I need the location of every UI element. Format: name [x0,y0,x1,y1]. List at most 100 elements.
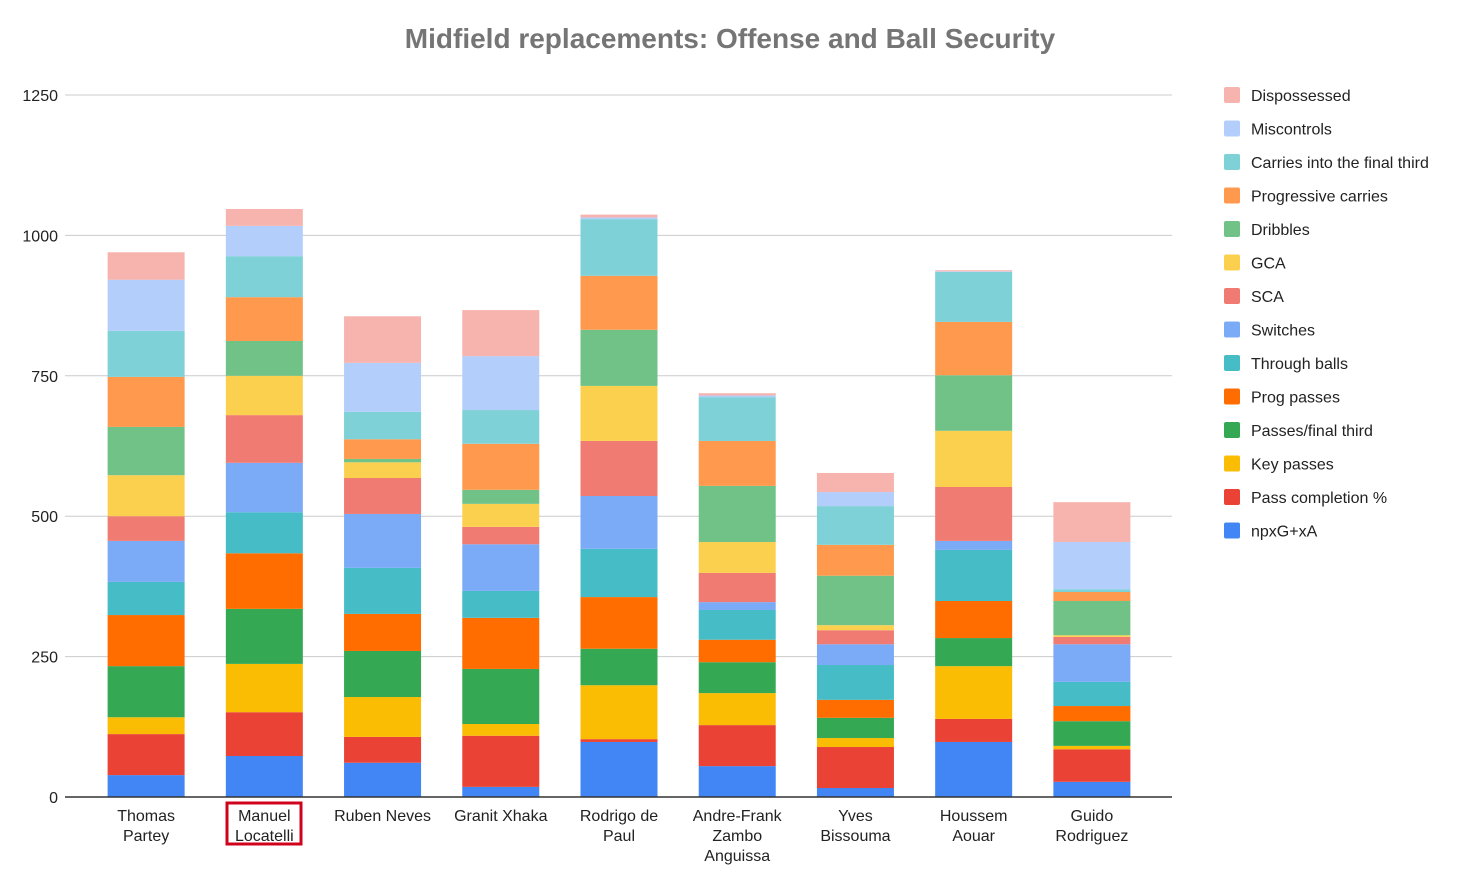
bar-segment [225,375,303,416]
bar-segment [462,443,540,490]
bar-segment [462,786,540,797]
bar-segment [462,590,540,618]
bar-segment [462,668,540,724]
legend-swatch [1224,120,1240,137]
bar-segment [1053,592,1131,602]
bar-segment [462,735,540,787]
bar-segment [698,393,776,396]
x-tick-label: Ruben Neves [334,808,431,825]
legend-label: Dispossessed [1251,88,1351,105]
bar-segment [580,685,658,740]
bar-segment [1053,681,1131,707]
bar-segment [107,252,185,280]
legend-label: Switches [1251,323,1315,340]
bar-segment [816,575,894,626]
legend-swatch [1224,154,1240,170]
bar-segment [816,544,894,576]
bar-segment [225,340,303,376]
y-tick-label: 1000 [22,228,58,245]
y-tick-label: 0 [49,790,58,807]
bar-segment [580,548,658,598]
bar-segment [225,663,303,713]
bar-segment [344,458,422,463]
y-tick-label: 250 [31,650,58,667]
legend-swatch [1224,187,1240,204]
bar-segment [816,625,894,631]
bar-segment [935,375,1013,431]
bar-segment [225,256,303,298]
bar-segment [935,270,1013,272]
bar-segment [580,440,658,496]
bar-segment [107,540,185,582]
bar-segment [580,217,658,220]
legend-label: Through balls [1251,356,1348,373]
bar-segment [1053,636,1131,645]
bar-segment [462,544,540,591]
bar-segment [816,738,894,748]
bar-segment [225,209,303,226]
bar-segment [344,316,422,363]
legend-swatch [1224,321,1240,338]
bar-segment [816,747,894,789]
bar-segment [107,734,185,776]
legend-label: Pass completion % [1251,490,1387,507]
bar-segment [225,553,303,609]
y-tick-label: 750 [31,369,58,386]
x-tick-label: Guido Rodriguez [1055,808,1128,845]
bar-segment [698,662,776,694]
bar-segment [107,516,185,541]
x-tick-label: Houssem Aouar [940,808,1008,845]
bar-segment [107,279,185,331]
bar-segment [580,648,658,686]
legend-label: Miscontrols [1251,122,1332,139]
bar-segment [580,329,658,386]
y-tick-label: 1250 [22,88,58,105]
legend-swatch [1224,254,1240,271]
y-tick-label: 500 [31,509,58,526]
chart-title: Midfield replacements: Offense and Ball … [405,23,1056,54]
bar-segment [698,602,776,610]
bar-segment [344,478,422,514]
x-tick-label: Manuel Locatelli [235,808,294,845]
bar-segment [225,225,303,257]
bar-segment [580,495,658,549]
bar-segment [1053,749,1131,782]
bar-segment [462,410,540,444]
legend-label: npxG+xA [1251,524,1318,541]
bar-segment [935,271,1013,272]
bar-segment [107,475,185,517]
bar-segment [580,597,658,649]
bar-segment [816,644,894,666]
bar-segment [225,415,303,463]
bar-segment [580,275,658,330]
bar-segment [935,430,1013,487]
bar-segment [462,489,540,504]
bar-segment [698,693,776,726]
bar-segment [816,717,894,739]
legend-label: Progressive carries [1251,189,1388,206]
bar-segment [1053,502,1131,543]
bar-segment [344,697,422,737]
bar-segment [935,666,1013,719]
legend-swatch [1224,422,1240,438]
bar-segment [225,712,303,757]
bar-segment [580,741,658,797]
bar-segment [462,503,540,527]
bar-segment [107,666,185,718]
legend-swatch [1224,355,1240,371]
bar-segment [344,462,422,479]
bar-segment [462,356,540,411]
bar-segment [935,601,1013,639]
legend-label: Passes/final third [1251,423,1373,440]
bar-segment [225,608,303,664]
legend-swatch [1224,388,1240,405]
bar-segment [1053,635,1131,637]
x-tick-label: Granit Xhaka [454,808,547,825]
x-tick-label: Andre-Frank Zambo Anguissa [693,808,783,865]
legend-label: Dribbles [1251,222,1310,239]
bar-segment [935,486,1013,541]
bar-segment [580,219,658,276]
legend-swatch [1224,489,1240,505]
bar-segment [107,426,185,476]
